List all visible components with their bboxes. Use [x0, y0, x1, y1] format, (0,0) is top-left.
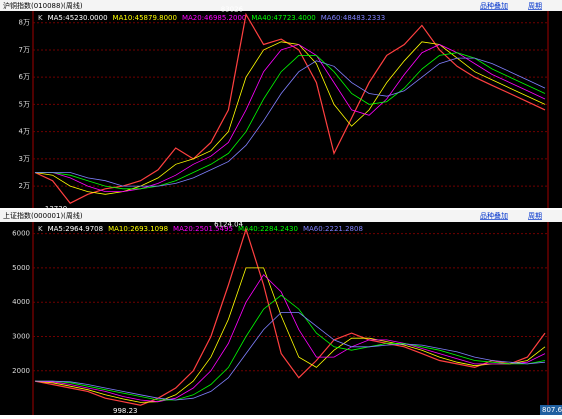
legend-entry: MA60:48483.2333 — [321, 14, 385, 22]
legend-entry: MA40:2284.2430 — [238, 225, 298, 233]
corner-value: 807.6 — [542, 406, 562, 414]
legend-entry: MA40:47723.4000 — [251, 14, 315, 22]
legend-entry: MA60:2221.2808 — [303, 225, 363, 233]
y-tick-label: 8万 — [19, 19, 30, 27]
header-button[interactable]: 周期 — [528, 212, 542, 220]
max-annotation: 83026 — [221, 5, 244, 13]
legend-entry: K — [38, 225, 43, 233]
y-tick-label: 5万 — [19, 100, 30, 108]
min-annotation: 13730 — [45, 205, 67, 213]
ma-line — [35, 44, 546, 192]
max-annotation: 6124.04 — [214, 220, 243, 228]
y-tick-label: 3000 — [12, 332, 30, 340]
header-button[interactable]: 品种叠加 — [480, 1, 508, 10]
price-line — [34, 12, 546, 204]
panel-title: 上证指数(000001)(周线) — [3, 211, 83, 220]
chart-area — [0, 11, 562, 208]
legend-entry: MA20:46985.2000 — [182, 14, 246, 22]
panel-header — [0, 0, 562, 11]
panel-title: 沪铜指数(010088)(周线) — [3, 1, 83, 10]
header-button[interactable]: 品种叠加 — [480, 211, 508, 220]
legend-entry: K — [38, 14, 43, 22]
legend-entry: MA5:2964.9708 — [48, 225, 104, 233]
panel-header — [0, 210, 562, 222]
price-line — [34, 227, 546, 406]
ma-line — [34, 274, 546, 403]
y-tick-label: 3万 — [19, 155, 30, 163]
chart-area — [0, 222, 562, 415]
y-tick-label: 4万 — [19, 128, 30, 136]
ma-line — [35, 312, 546, 401]
corner-box — [540, 405, 562, 415]
y-tick-label: 4000 — [12, 298, 30, 306]
ma-line — [35, 52, 546, 190]
legend-entry: MA20:2501.5495 — [173, 225, 233, 233]
y-tick-label: 6万 — [19, 73, 30, 81]
y-tick-label: 5000 — [12, 264, 30, 272]
y-tick-label: 6000 — [12, 230, 30, 238]
y-tick-label: 7万 — [19, 46, 30, 54]
y-tick-label: 2万 — [19, 182, 30, 190]
min-annotation: 998.23 — [113, 407, 138, 415]
legend-entry: MA10:2693.1098 — [108, 225, 168, 233]
ma-line — [35, 57, 546, 187]
legend-entry: MA5:45230.0000 — [48, 14, 108, 22]
ma-line — [34, 41, 546, 195]
y-tick-label: 2000 — [12, 367, 30, 375]
legend-entry: MA10:45879.8000 — [113, 14, 177, 22]
ma-line — [35, 294, 546, 401]
ma-line — [34, 267, 546, 403]
header-button[interactable]: 周期 — [528, 2, 542, 10]
